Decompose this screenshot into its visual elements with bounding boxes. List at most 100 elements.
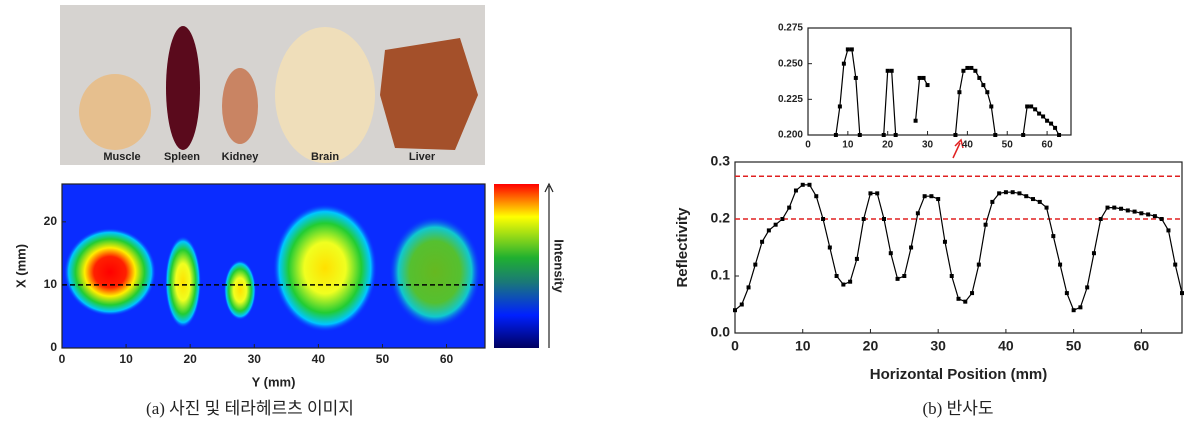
data-point — [888, 251, 893, 256]
x-tick-label: 40 — [998, 338, 1014, 354]
inset-arrow — [952, 138, 964, 159]
x-tick-label: 30 — [930, 338, 946, 354]
data-point — [1159, 217, 1164, 221]
series-line — [835, 48, 1060, 136]
data-point — [902, 274, 907, 278]
data-point — [981, 83, 986, 88]
data-point — [780, 217, 785, 221]
data-point — [983, 222, 988, 227]
data-point — [882, 217, 886, 221]
data-point — [1003, 190, 1008, 195]
data-point — [949, 274, 954, 278]
data-point — [973, 68, 978, 73]
plot-frame — [61, 183, 486, 349]
data-point — [1058, 262, 1063, 267]
x-tick-label: 10 — [842, 140, 854, 151]
data-point — [845, 47, 850, 52]
colorbar — [494, 184, 539, 348]
data-point — [893, 133, 898, 137]
data-point — [993, 133, 998, 137]
y-tick-label: 20 — [44, 214, 58, 228]
data-point — [1021, 133, 1026, 137]
data-point — [1166, 228, 1171, 233]
photo: Muscle Spleen Kidney Brain Liver — [60, 5, 485, 165]
data-point — [753, 262, 758, 267]
data-point — [853, 75, 858, 80]
colorbar-label: Intensity — [552, 239, 567, 293]
data-point — [1053, 125, 1058, 130]
data-point — [963, 299, 968, 304]
x-tick-label: 40 — [312, 352, 326, 366]
data-point — [733, 308, 737, 313]
data-point — [1029, 104, 1034, 109]
x-tick-label: 20 — [184, 352, 198, 366]
data-point — [1033, 107, 1038, 112]
data-point — [793, 188, 798, 193]
data-point — [977, 75, 982, 80]
y-tick-label: 0.225 — [778, 94, 803, 105]
data-point — [849, 47, 854, 52]
y-tick-label: 0 — [50, 340, 57, 354]
data-point — [1017, 191, 1022, 196]
data-point — [1146, 212, 1151, 217]
data-point — [1119, 206, 1124, 211]
data-point — [1044, 205, 1049, 210]
data-point — [965, 65, 970, 70]
caption: (a) 사진 및 테라헤르츠 이미지 — [146, 399, 354, 418]
data-point — [885, 68, 890, 73]
data-point — [969, 65, 974, 70]
x-tick-label: 50 — [1066, 338, 1082, 354]
data-point — [868, 191, 873, 196]
data-point — [1041, 114, 1046, 119]
data-point — [942, 239, 947, 244]
photo-label: Liver — [409, 151, 436, 163]
x-axis-label: Y (mm) — [252, 374, 296, 389]
data-point — [1057, 133, 1062, 137]
data-point — [1024, 194, 1029, 199]
data-point — [909, 245, 914, 250]
data-point — [861, 217, 866, 221]
y-tick-label: 0.275 — [778, 23, 803, 34]
data-point — [953, 133, 958, 137]
data-point — [922, 194, 927, 199]
data-point — [1078, 305, 1083, 310]
data-point — [857, 133, 862, 137]
data-point — [1051, 234, 1056, 239]
x-tick-label: 10 — [795, 338, 811, 354]
data-point — [956, 296, 961, 301]
data-point — [1085, 285, 1090, 290]
x-tick-label: 20 — [863, 338, 879, 354]
data-point — [848, 279, 853, 284]
data-point — [957, 90, 962, 95]
data-point — [990, 199, 995, 204]
data-point — [834, 274, 839, 278]
data-point — [1173, 262, 1178, 267]
data-point — [921, 75, 926, 80]
x-tick-label: 60 — [440, 352, 454, 366]
data-point — [889, 68, 894, 73]
y-tick-label: 0.0 — [711, 324, 731, 340]
data-point — [970, 291, 975, 296]
data-point — [1049, 121, 1054, 126]
series-line — [734, 184, 1183, 311]
data-point — [997, 191, 1002, 196]
x-tick-label: 10 — [119, 352, 133, 366]
data-point — [827, 245, 832, 250]
data-point — [1010, 190, 1015, 195]
data-point — [1139, 211, 1144, 216]
data-point — [915, 211, 920, 216]
data-point — [913, 118, 918, 123]
data-point — [1125, 208, 1130, 213]
x-tick-label: 60 — [1134, 338, 1150, 354]
data-point — [1132, 209, 1137, 214]
data-point — [773, 222, 778, 227]
y-tick-label: 0.1 — [711, 267, 731, 283]
x-tick-label: 0 — [59, 352, 66, 366]
data-point — [837, 104, 842, 109]
y-tick-label: 0.250 — [778, 58, 803, 69]
data-point — [976, 262, 981, 267]
x-tick-label: 50 — [376, 352, 390, 366]
data-point — [1031, 197, 1035, 202]
data-point — [760, 239, 765, 244]
